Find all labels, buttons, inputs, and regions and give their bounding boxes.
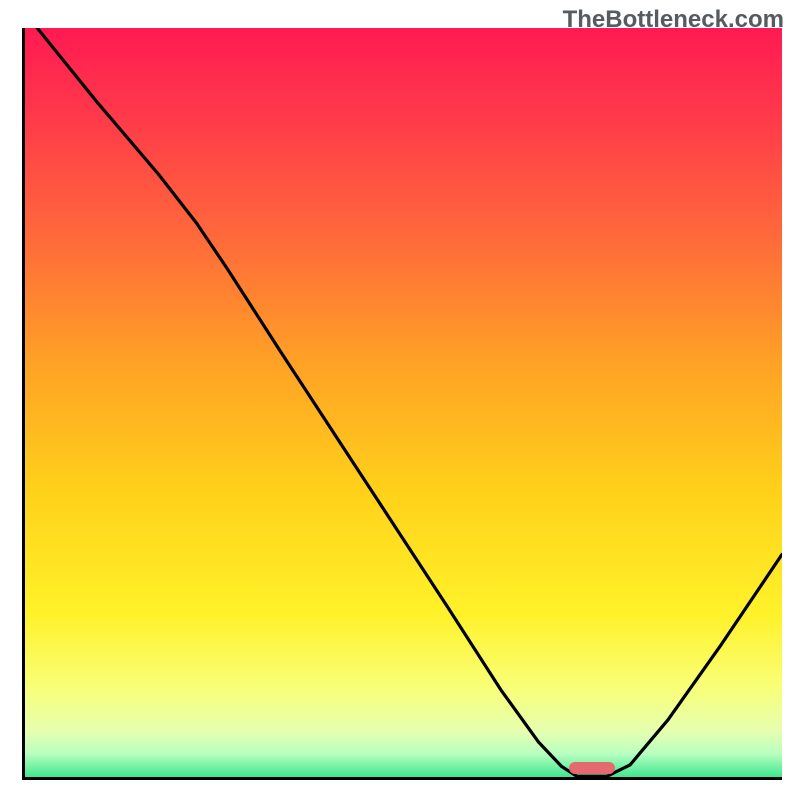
plot-area bbox=[22, 28, 782, 780]
curve-line bbox=[22, 28, 782, 780]
curve-path bbox=[37, 28, 782, 776]
chart-frame: TheBottleneck.com bbox=[0, 0, 800, 800]
minimum-marker bbox=[569, 762, 615, 774]
